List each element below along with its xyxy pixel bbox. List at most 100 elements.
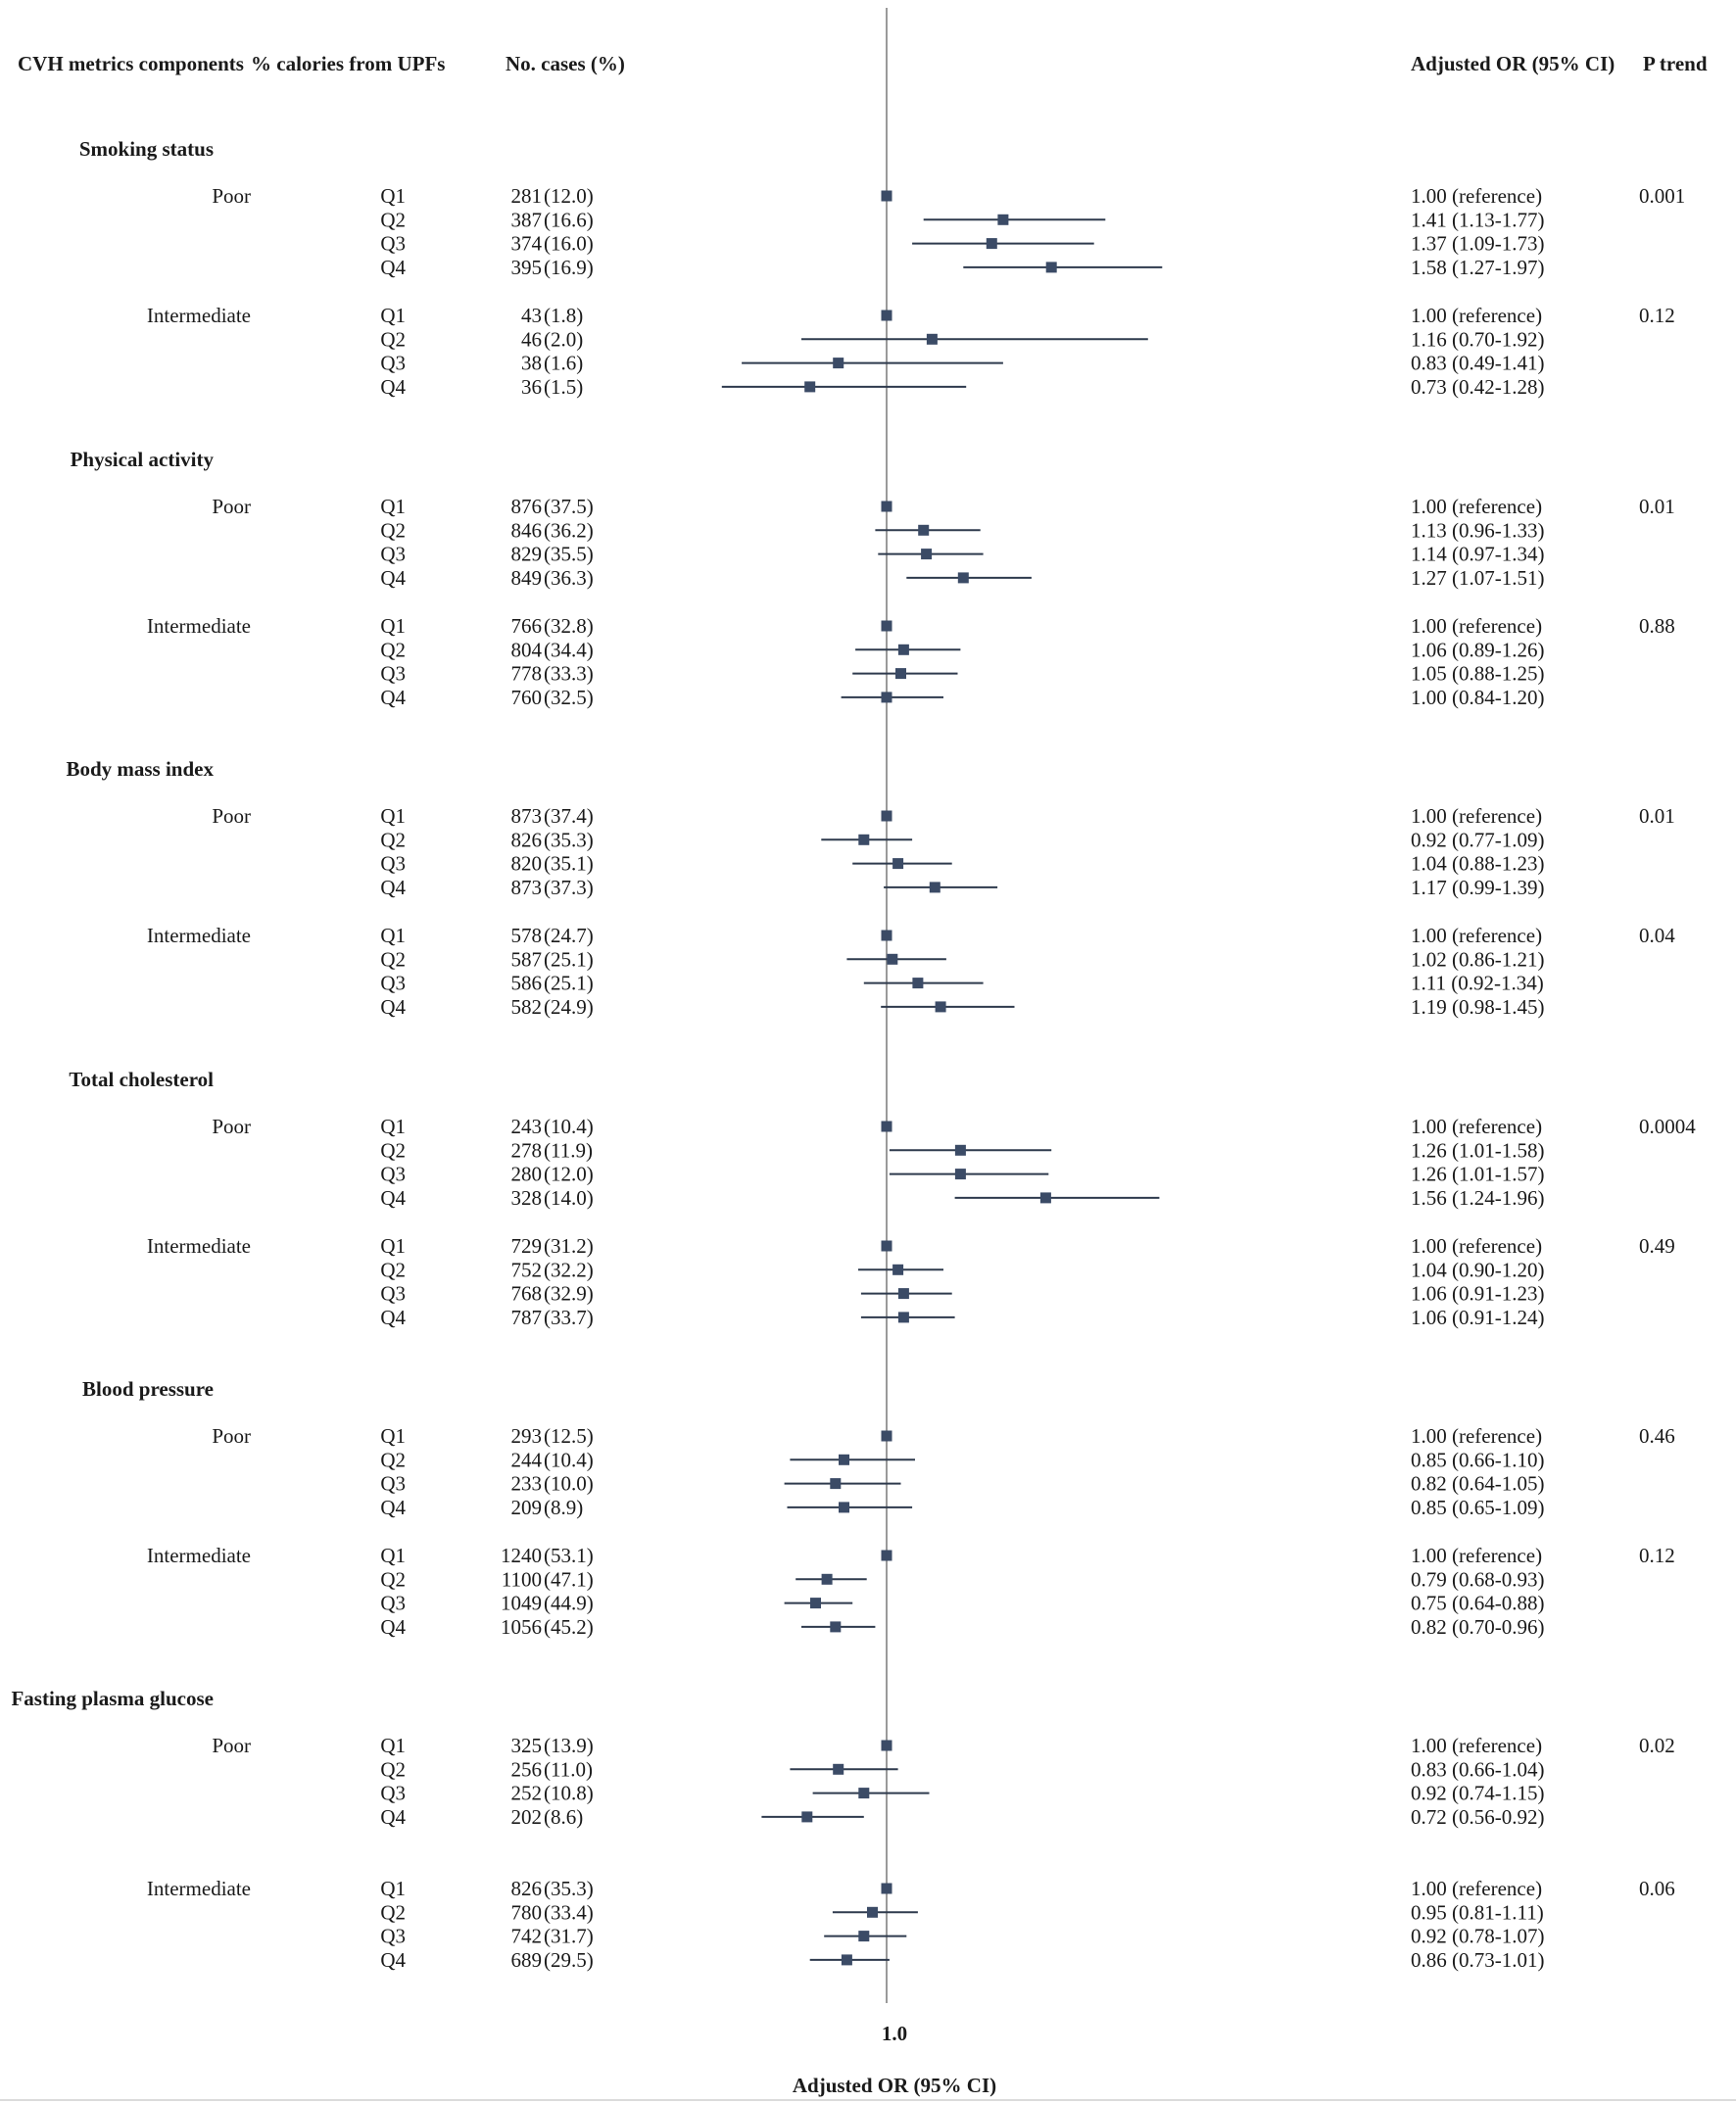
or-ci-label: 1.05 (0.88-1.25) [1411,662,1544,686]
quartile-label: Q2 [380,828,406,851]
or-ci-label: 1.17 (0.99-1.39) [1411,876,1544,899]
cases-value: 256 [511,1757,543,1781]
group-level-label: Intermediate [147,1544,251,1567]
or-point [881,1240,892,1252]
cases-value: 38 [521,352,542,375]
cases-percent: (12.5) [544,1424,594,1448]
cases-percent: (34.4) [544,638,594,661]
p-trend-value: 0.001 [1639,184,1685,208]
or-point [881,1121,892,1132]
cases-value: 36 [521,375,542,399]
cases-percent: (32.8) [544,614,594,638]
p-trend-value: 0.01 [1639,495,1675,518]
cases-percent: (25.1) [544,947,594,971]
p-trend-value: 0.12 [1639,1544,1675,1567]
cases-percent: (31.2) [544,1234,594,1258]
or-ci-label: 1.37 (1.09-1.73) [1411,232,1544,256]
or-point [881,1430,892,1442]
or-point [897,1312,909,1323]
cases-value: 1056 [501,1615,542,1639]
cases-value: 252 [511,1782,543,1805]
cases-percent: (10.0) [544,1472,594,1496]
p-trend-value: 0.04 [1639,924,1675,947]
cases-value: 244 [511,1448,543,1471]
quartile-label: Q1 [380,1544,406,1567]
or-ci-label: 0.95 (0.81-1.11) [1411,1900,1544,1924]
or-point [881,692,892,703]
or-point [935,1001,946,1013]
p-trend-value: 0.0004 [1639,1115,1696,1138]
cases-value: 243 [511,1115,543,1138]
cases-percent: (37.5) [544,495,594,518]
cases-percent: (37.3) [544,876,594,899]
or-point [804,381,816,393]
or-ci-label: 1.04 (0.90-1.20) [1411,1258,1544,1281]
or-ci-label: 1.04 (0.88-1.23) [1411,852,1544,876]
or-point [986,238,997,250]
quartile-label: Q2 [380,1567,406,1591]
or-point [921,549,933,560]
quartile-label: Q4 [380,1306,406,1329]
or-point [830,1621,842,1633]
cases-value: 233 [511,1472,543,1496]
or-point [830,1478,842,1490]
p-trend-value: 0.01 [1639,804,1675,828]
or-ci-label: 1.13 (0.96-1.33) [1411,518,1544,542]
header-exposure: % calories from UPFs [251,52,445,75]
cases-value: 328 [511,1186,543,1210]
quartile-label: Q3 [380,1472,406,1496]
p-trend-value: 0.02 [1639,1734,1675,1757]
cases-percent: (32.9) [544,1282,594,1306]
or-point [997,214,1009,225]
or-point [841,1954,852,1966]
cases-percent: (13.9) [544,1734,594,1757]
quartile-label: Q2 [380,1757,406,1781]
quartile-label: Q1 [380,1424,406,1448]
or-point [881,620,892,632]
or-point [867,1906,878,1918]
or-point [897,644,909,655]
cases-value: 876 [511,495,543,518]
quartile-label: Q4 [380,876,406,899]
or-point [881,930,892,941]
or-point [801,1811,813,1823]
p-trend-value: 0.46 [1639,1424,1675,1448]
cases-value: 578 [511,924,543,947]
or-ci-label: 1.06 (0.89-1.26) [1411,638,1544,661]
or-ci-label: 1.00 (reference) [1411,804,1542,828]
cases-percent: (36.2) [544,518,594,542]
cases-value: 804 [511,638,543,661]
or-point [858,1931,870,1942]
p-trend-value: 0.06 [1639,1877,1675,1900]
or-point [1045,262,1057,273]
header-component: CVH metrics components [18,52,244,75]
or-ci-label: 1.16 (0.70-1.92) [1411,327,1544,351]
or-point [892,1264,904,1275]
or-point [957,572,969,584]
or-ci-label: 1.06 (0.91-1.24) [1411,1306,1544,1329]
x-axis-label: Adjusted OR (95% CI) [793,2074,996,2097]
cases-percent: (16.6) [544,208,594,231]
or-ci-label: 1.00 (0.84-1.20) [1411,686,1544,709]
or-ci-label: 0.82 (0.64-1.05) [1411,1472,1544,1496]
cases-value: 760 [511,686,543,709]
quartile-label: Q3 [380,1282,406,1306]
group-level-label: Poor [212,804,251,828]
or-ci-label: 1.27 (1.07-1.51) [1411,566,1544,590]
or-point [1039,1192,1051,1204]
quartile-label: Q3 [380,662,406,686]
quartile-label: Q1 [380,304,406,327]
cases-value: 387 [511,208,543,231]
cases-value: 395 [511,256,543,279]
quartile-label: Q4 [380,375,406,399]
p-trend-value: 0.49 [1639,1234,1675,1258]
or-ci-label: 1.00 (reference) [1411,1734,1542,1757]
quartile-label: Q1 [380,1734,406,1757]
p-trend-value: 0.88 [1639,614,1675,638]
cases-percent: (12.0) [544,1163,594,1186]
quartile-label: Q4 [380,566,406,590]
or-point [897,1288,909,1300]
cases-value: 766 [511,614,543,638]
